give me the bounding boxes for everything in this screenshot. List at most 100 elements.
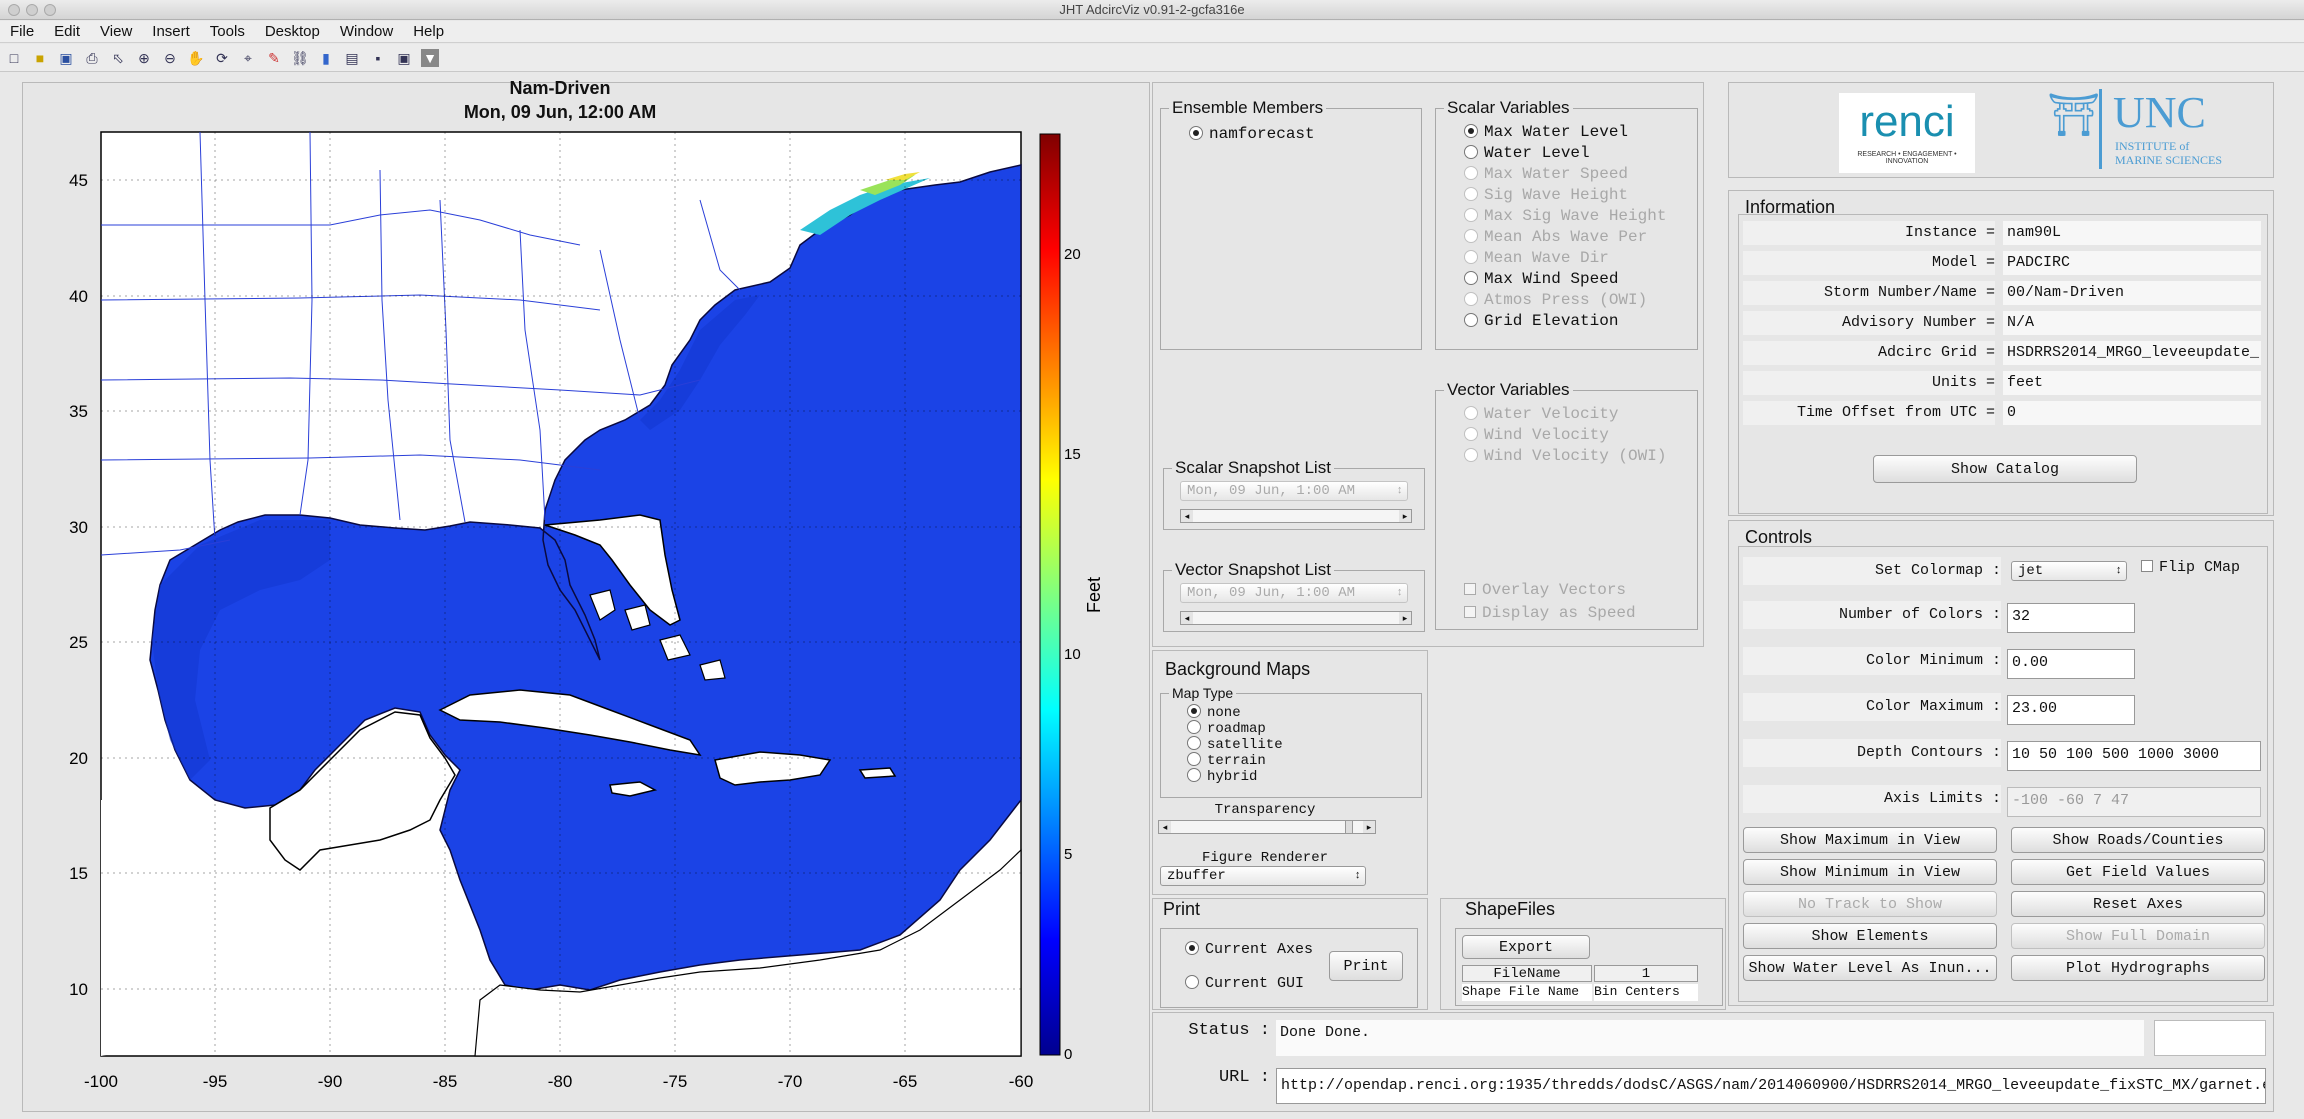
scalar-snapshot-slider[interactable]: ◂ ▸ xyxy=(1180,509,1412,523)
radio-water-level[interactable]: Water Level xyxy=(1464,144,1590,162)
rotate-icon[interactable]: ⟳ xyxy=(216,50,228,66)
radio-max-wind-speed[interactable]: Max Wind Speed xyxy=(1464,270,1618,288)
show-minimum-button[interactable]: Show Minimum in View xyxy=(1743,859,1997,885)
information-group: Instance = nam90L Model = PADCIRC Storm … xyxy=(1738,214,2268,514)
background-maps-title: Background Maps xyxy=(1165,659,1311,679)
toolbar: □ ■ ▣ ⎙ ⬁ ⊕ ⊖ ✋ ⟳ ⌖ ✎ ⛓ ▮ ▤ ▪ ▣ ▼ xyxy=(0,44,2304,72)
menu-view[interactable]: View xyxy=(100,23,133,40)
link-icon[interactable]: ⛓ xyxy=(291,50,309,66)
slider-left-arrow-icon[interactable]: ◂ xyxy=(1181,612,1193,624)
radio-water-velocity: Water Velocity xyxy=(1464,405,1618,423)
map-axes[interactable] xyxy=(100,131,1022,1057)
shapefile-col-1[interactable]: 1 xyxy=(1594,965,1698,982)
legend-icon[interactable]: ▤ xyxy=(345,50,359,66)
y-tick-label: 20 xyxy=(69,749,88,768)
state-borders xyxy=(100,131,741,556)
x-tick-label: -70 xyxy=(778,1072,803,1091)
data-cursor-icon[interactable]: ⌖ xyxy=(244,50,252,66)
information-title: Information xyxy=(1745,197,1836,217)
color-maximum-input[interactable]: 23.00 xyxy=(2007,695,2135,725)
ims-line2: MARINE SCIENCES xyxy=(2115,153,2223,167)
radio-map-roadmap[interactable]: roadmap xyxy=(1187,720,1266,737)
y-tick-label: 35 xyxy=(69,402,88,421)
number-of-colors-input[interactable]: 32 xyxy=(2007,603,2135,633)
get-field-values-button[interactable]: Get Field Values xyxy=(2011,859,2265,885)
slider-right-arrow-icon[interactable]: ▸ xyxy=(1363,821,1375,833)
radio-max-water-level[interactable]: Max Water Level xyxy=(1464,123,1628,141)
show-catalog-button[interactable]: Show Catalog xyxy=(1873,455,2137,483)
vector-snapshot-select: Mon, 09 Jun, 1:00 AM xyxy=(1180,583,1408,603)
radio-mean-abs-wave-per: Mean Abs Wave Per xyxy=(1464,228,1647,246)
open-folder-icon[interactable]: ■ xyxy=(35,50,45,66)
radio-current-gui[interactable]: Current GUI xyxy=(1185,975,1304,992)
show-roads-counties-button[interactable]: Show Roads/Counties xyxy=(2011,827,2265,853)
colormap-select[interactable]: jet xyxy=(2011,561,2127,581)
show-elements-button[interactable]: Show Elements xyxy=(1743,923,1997,949)
radio-current-axes[interactable]: Current Axes xyxy=(1185,941,1313,958)
minimize-window-icon[interactable] xyxy=(26,4,38,16)
reset-axes-button[interactable]: Reset Axes xyxy=(2011,891,2265,917)
flip-cmap-checkbox[interactable]: Flip CMap xyxy=(2141,559,2240,576)
dock-icon[interactable]: ▼ xyxy=(421,49,439,67)
depth-contours-input[interactable]: 10 50 100 500 1000 3000 xyxy=(2007,741,2261,771)
colorbar xyxy=(1039,133,1061,1056)
colorbar-icon[interactable]: ▮ xyxy=(322,50,330,66)
slider-left-arrow-icon[interactable]: ◂ xyxy=(1181,510,1193,522)
ims-line1: INSTITUTE of xyxy=(2115,139,2190,153)
export-button[interactable]: Export xyxy=(1462,935,1590,959)
radio-map-satellite[interactable]: satellite xyxy=(1187,736,1283,753)
show-maximum-button[interactable]: Show Maximum in View xyxy=(1743,827,1997,853)
menu-window[interactable]: Window xyxy=(339,23,394,40)
show-water-level-inundation-button[interactable]: Show Water Level As Inun... xyxy=(1743,955,1997,981)
figure-renderer-select[interactable]: zbuffer xyxy=(1160,866,1366,886)
shapefile-col-filename[interactable]: FileName xyxy=(1462,965,1592,982)
ensemble-namforecast[interactable]: namforecast xyxy=(1189,125,1315,143)
y-tick-label: 15 xyxy=(69,864,88,883)
scalar-snapshot-title: Scalar Snapshot List xyxy=(1172,458,1334,478)
close-window-icon[interactable] xyxy=(8,4,20,16)
window-title: JHT AdcircViz v0.91-2-gcfa316e xyxy=(1059,2,1245,17)
show-plot-icon[interactable]: ▣ xyxy=(397,50,411,66)
save-icon[interactable]: ▣ xyxy=(59,50,73,66)
radio-map-none[interactable]: none xyxy=(1187,704,1241,721)
zoom-out-icon[interactable]: ⊖ xyxy=(164,50,176,66)
menu-edit[interactable]: Edit xyxy=(54,23,81,40)
transparency-slider-thumb[interactable] xyxy=(1345,821,1353,833)
brush-icon[interactable]: ✎ xyxy=(268,50,280,66)
vector-variables-title: Vector Variables xyxy=(1444,380,1573,400)
menu-help[interactable]: Help xyxy=(413,23,445,40)
menu-file[interactable]: File xyxy=(10,23,35,40)
zoom-window-icon[interactable] xyxy=(44,4,56,16)
shapefile-row-name[interactable]: Shape File Name xyxy=(1462,984,1592,1001)
plot-hydrographs-button[interactable]: Plot Hydrographs xyxy=(2011,955,2265,981)
menu-insert[interactable]: Insert xyxy=(152,23,190,40)
print-button[interactable]: Print xyxy=(1329,951,1403,981)
x-tick-label: -90 xyxy=(318,1072,343,1091)
transparency-slider[interactable]: ◂ ▸ xyxy=(1158,820,1376,834)
radio-map-terrain[interactable]: terrain xyxy=(1187,752,1266,769)
menu-desktop[interactable]: Desktop xyxy=(264,23,320,40)
depth-contours-label: Depth Contours : xyxy=(1743,739,2001,767)
new-file-icon[interactable]: □ xyxy=(9,50,19,66)
grid-lines xyxy=(101,132,1021,1056)
info-value-storm: 00/Nam-Driven xyxy=(2003,281,2261,305)
zoom-in-icon[interactable]: ⊕ xyxy=(138,50,150,66)
slider-left-arrow-icon[interactable]: ◂ xyxy=(1159,821,1171,833)
number-of-colors-label: Number of Colors : xyxy=(1743,601,2001,629)
menu-tools[interactable]: Tools xyxy=(209,23,245,40)
pointer-icon[interactable]: ⬁ xyxy=(112,50,124,66)
hide-plot-icon[interactable]: ▪ xyxy=(375,50,381,66)
url-field[interactable]: http://opendap.renci.org:1935/thredds/do… xyxy=(1276,1068,2266,1104)
radio-grid-elevation[interactable]: Grid Elevation xyxy=(1464,312,1618,330)
pan-hand-icon[interactable]: ✋ xyxy=(187,50,205,66)
color-minimum-input[interactable]: 0.00 xyxy=(2007,649,2135,679)
y-tick-label: 30 xyxy=(69,518,88,537)
shapefile-row-bin[interactable]: Bin Centers xyxy=(1594,984,1698,1001)
status-label: Status : xyxy=(1188,1021,1270,1040)
print-icon[interactable]: ⎙ xyxy=(86,50,98,66)
vector-snapshot-slider[interactable]: ◂ ▸ xyxy=(1180,611,1412,625)
plot-title: Nam-Driven xyxy=(509,78,611,98)
radio-map-hybrid[interactable]: hybrid xyxy=(1187,768,1257,785)
slider-right-arrow-icon[interactable]: ▸ xyxy=(1399,612,1411,624)
slider-right-arrow-icon[interactable]: ▸ xyxy=(1399,510,1411,522)
